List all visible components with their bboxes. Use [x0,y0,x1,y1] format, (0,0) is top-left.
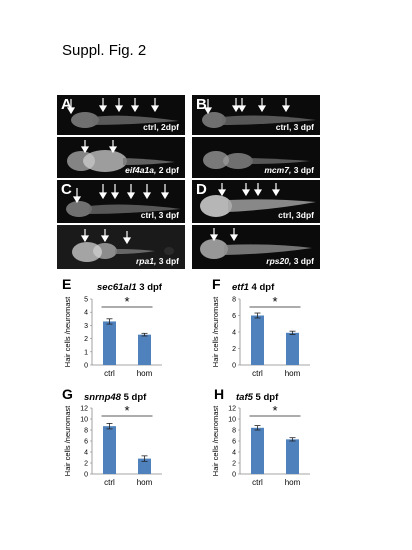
chart-f-letter: F [212,276,221,292]
fish-image-b-ctrl [202,98,316,128]
y-tick-label: 12 [80,406,88,413]
x-tick-label: ctrl [104,478,115,487]
x-tick-label: ctrl [104,369,115,378]
bar [138,334,151,365]
x-tick-label: hom [285,478,301,487]
significance-marker: * [272,294,277,309]
panel-a-mutant-image: eif4a1a, 2 dpf [57,137,185,178]
panel-d-mutant-image: rps20, 3 dpf [192,225,320,269]
fish-image-a-mutant [67,140,175,172]
y-tick-label: 6 [84,439,88,446]
bar [251,427,264,474]
y-axis-title: Hair cells /neuromast [211,296,220,367]
chart-f-title: etf1 4 dpf [232,282,275,293]
bar [286,332,299,365]
y-tick-label: 0 [232,363,236,370]
y-tick-label: 1 [84,349,88,356]
fish-image-c-ctrl [66,184,181,217]
y-tick-label: 10 [80,417,88,424]
y-tick-label: 4 [84,310,88,317]
fish-image-d-ctrl [200,183,316,217]
y-tick-label: 4 [84,450,88,457]
y-tick-label: 8 [232,297,236,304]
chart-g-title: snrnp48 5 dpf [84,392,147,403]
y-axis-title: Hair cells /neuromast [63,296,72,367]
panel-c-mutant-caption: rpa1, 3 dpf [135,256,179,266]
chart-e-letter: E [62,276,72,292]
y-tick-label: 0 [232,472,236,479]
panel-d-ctrl-caption: ctrl, 3dpf [278,210,314,220]
panel-a-ctrl-caption: ctrl, 2dpf [143,122,179,132]
y-tick-label: 2 [232,461,236,468]
figure-title: Suppl. Fig. 2 [62,42,147,59]
y-axis-title: Hair cells /neuromast [63,405,72,476]
panel-c-mutant-image: rpa1, 3 dpf [57,225,185,269]
fish-image-a-ctrl [66,98,179,128]
y-tick-label: 5 [84,297,88,304]
bar [286,439,299,474]
chart-h-letter: H [214,386,225,402]
y-tick-label: 6 [232,439,236,446]
x-tick-label: hom [285,369,301,378]
y-tick-label: 4 [232,450,236,457]
y-tick-label: 8 [232,428,236,435]
y-axis-title: Hair cells /neuromast [211,405,220,476]
panel-a-label: A [61,96,72,113]
y-tick-label: 6 [232,313,236,320]
y-tick-label: 2 [84,336,88,343]
y-tick-label: 10 [228,417,236,424]
x-tick-label: ctrl [252,369,263,378]
chart-f: Hair cells /neuromast 0 2 4 6 8 ctrl hom * [211,294,310,378]
y-tick-label: 3 [84,323,88,330]
y-tick-label: 2 [232,346,236,353]
panel-b-mutant-caption: mcm7, 3 dpf [264,165,314,175]
y-tick-label: 0 [84,472,88,479]
y-tick-label: 8 [84,428,88,435]
y-tick-label: 12 [228,406,236,413]
panel-b-ctrl-image: B ctrl, 3 dpf [192,95,320,135]
fish-image-c-mutant [72,229,174,262]
panel-a-mutant-caption: eif4a1a, 2 dpf [125,165,179,175]
fish-image-d-mutant [200,228,312,259]
x-tick-label: hom [137,478,153,487]
panel-c-ctrl-image: C ctrl, 3 dpf [57,180,185,223]
x-tick-label: hom [137,369,153,378]
chart-h: Hair cells /neuromast 0 2 4 6 8 10 12 ctrl hom * [211,403,310,487]
panel-d-mutant-caption: rps20, 3 dpf [266,256,314,266]
chart-h-title: taf5 5 dpf [236,392,279,403]
chart-g-letter: G [62,386,73,402]
chart-g: Hair cells /neuromast 0 2 4 6 8 10 12 ctrl hom * [63,403,162,487]
bar [138,458,151,474]
y-tick-label: 0 [84,363,88,370]
bar [103,426,116,474]
significance-marker: * [124,294,129,309]
panel-c-ctrl-caption: ctrl, 3 dpf [140,210,179,220]
panel-a-ctrl-image: A ctrl, 2dpf [57,95,185,135]
bar [103,321,116,365]
panel-d-label: D [196,181,207,198]
panel-b-label: B [196,96,207,113]
x-tick-label: ctrl [252,478,263,487]
chart-e: Hair cells /neuromast 0 1 2 3 4 5 ctrl hom * [63,294,162,378]
panel-b-ctrl-caption: ctrl, 3 dpf [275,122,314,132]
panel-c-label: C [61,181,72,198]
fish-image-b-mutant [203,151,310,169]
panel-b-mutant-image: mcm7, 3 dpf [192,137,320,178]
significance-marker: * [124,403,129,418]
significance-marker: * [272,403,277,418]
y-tick-label: 2 [84,461,88,468]
y-tick-label: 4 [232,330,236,337]
chart-e-title: sec61al1 3 dpf [97,282,162,293]
bar [251,315,264,365]
panel-d-ctrl-image: D ctrl, 3dpf [192,180,320,223]
